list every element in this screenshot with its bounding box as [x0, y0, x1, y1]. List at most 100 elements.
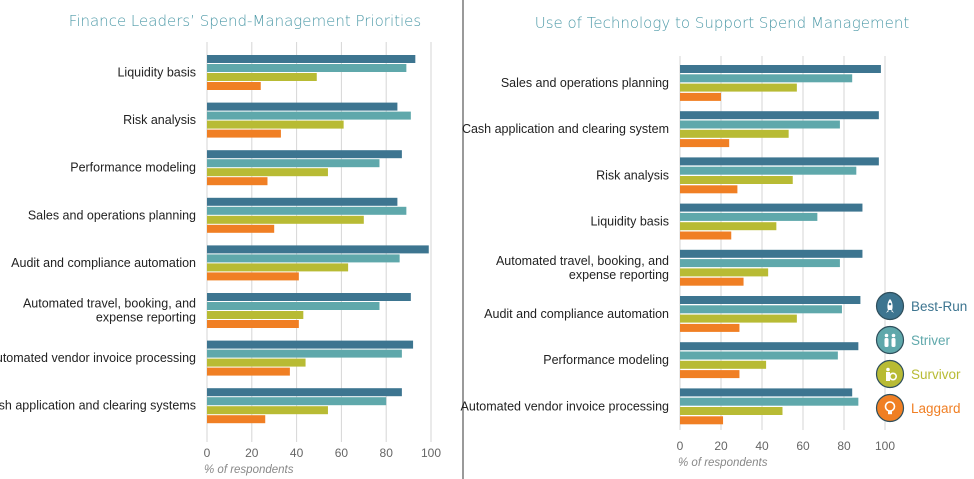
technology-category-label: Automated travel, booking, and expense re…	[496, 254, 669, 282]
priorities-bar-best-run-performance-modeling	[207, 150, 402, 159]
priorities-bar-laggard-automated-vendor-invoice-processing	[207, 367, 290, 376]
technology-chart: Use of Technology to Support Spend Manag…	[461, 14, 910, 469]
priorities-bar-survivor-automated-travel-booking-and-expense-reporting	[207, 311, 304, 319]
priorities-category-label: Performance modeling	[70, 161, 196, 175]
priorities-bar-laggard-risk-analysis	[207, 129, 281, 138]
technology-chart-title: Use of Technology to Support Spend Manag…	[535, 14, 910, 32]
technology-bar-laggard-audit-and-compliance-automation	[680, 323, 740, 332]
technology-bar-striver-automated-travel-booking-and-expense-reporting	[680, 259, 840, 268]
lightbulb-icon	[875, 393, 905, 423]
priorities-bar-best-run-automated-vendor-invoice-processing	[207, 340, 414, 349]
technology-category-label: Sales and operations planning	[501, 76, 669, 90]
priorities-tick-label: 80	[380, 446, 394, 460]
technology-bar-laggard-sales-and-operations-planning	[680, 92, 721, 101]
technology-bar-best-run-risk-analysis	[680, 157, 879, 166]
priorities-bar-striver-automated-vendor-invoice-processing	[207, 349, 402, 358]
priorities-tick-label: 20	[245, 446, 259, 460]
technology-bar-survivor-cash-application-and-clearing-system	[680, 129, 789, 138]
priorities-bar-survivor-sales-and-operations-planning	[207, 215, 364, 224]
technology-bar-survivor-risk-analysis	[680, 176, 793, 184]
technology-bar-striver-automated-vendor-invoice-processing	[680, 397, 859, 406]
rocket-icon	[875, 291, 905, 321]
technology-bar-survivor-sales-and-operations-planning	[680, 83, 797, 92]
technology-bar-striver-cash-application-and-clearing-system	[680, 120, 840, 129]
technology-bar-laggard-risk-analysis	[680, 185, 738, 194]
legend-label-survivor: Survivor	[911, 367, 961, 382]
priorities-bar-best-run-risk-analysis	[207, 102, 398, 111]
priorities-category-label: Automated travel, booking, and expense re…	[23, 297, 196, 325]
priorities-tick-label: 60	[335, 446, 349, 460]
technology-bar-striver-liquidity-basis	[680, 212, 818, 221]
priorities-bar-survivor-audit-and-compliance-automation	[207, 263, 349, 272]
priorities-category-label: Sales and operations planning	[28, 208, 196, 222]
technology-tick-label: 100	[875, 439, 895, 453]
technology-bar-striver-risk-analysis	[680, 166, 857, 175]
priorities-tick-label: 40	[290, 446, 304, 460]
technology-bar-laggard-cash-application-and-clearing-system	[680, 139, 730, 148]
priorities-bar-laggard-automated-travel-booking-and-expense-reporting	[207, 320, 299, 328]
technology-category-label: Liquidity basis	[590, 215, 669, 229]
technology-category-label: Risk analysis	[596, 168, 669, 182]
priorities-bar-striver-risk-analysis	[207, 111, 411, 120]
priorities-chart: Finance Leaders’ Spend-Management Priori…	[0, 12, 441, 476]
life-ring-icon	[875, 359, 905, 389]
priorities-bar-laggard-sales-and-operations-planning	[207, 224, 275, 233]
technology-bar-survivor-liquidity-basis	[680, 222, 777, 231]
technology-bar-striver-performance-modeling	[680, 351, 838, 360]
priorities-bar-survivor-performance-modeling	[207, 168, 328, 177]
technology-bar-best-run-automated-vendor-invoice-processing	[680, 388, 853, 397]
technology-bar-best-run-audit-and-compliance-automation	[680, 296, 861, 304]
priorities-category-label: Risk analysis	[123, 113, 196, 127]
technology-bar-best-run-performance-modeling	[680, 342, 859, 351]
technology-category-label: Cash application and clearing system	[462, 122, 669, 136]
technology-bar-survivor-automated-vendor-invoice-processing	[680, 407, 783, 415]
technology-bar-best-run-automated-travel-booking-and-expense-reporting	[680, 249, 863, 258]
legend-label-laggard: Laggard	[911, 401, 961, 416]
priorities-bar-striver-liquidity-basis	[207, 64, 407, 72]
technology-bar-survivor-performance-modeling	[680, 360, 767, 369]
priorities-x-axis-label: % of respondents	[204, 464, 294, 476]
technology-bar-survivor-audit-and-compliance-automation	[680, 314, 797, 323]
technology-tick-label: 60	[796, 439, 810, 453]
technology-bar-best-run-liquidity-basis	[680, 203, 863, 212]
technology-x-axis-label: % of respondents	[678, 457, 768, 469]
priorities-bar-striver-performance-modeling	[207, 159, 380, 168]
technology-tick-label: 40	[755, 439, 769, 453]
priorities-bar-laggard-performance-modeling	[207, 177, 268, 186]
priorities-bar-laggard-cash-application-and-clearing-systems	[207, 415, 266, 424]
priorities-bar-survivor-liquidity-basis	[207, 73, 317, 81]
technology-bar-laggard-automated-vendor-invoice-processing	[680, 416, 724, 425]
priorities-bar-striver-automated-travel-booking-and-expense-reporting	[207, 302, 380, 310]
people-icon	[875, 325, 905, 355]
priorities-bar-survivor-automated-vendor-invoice-processing	[207, 358, 306, 367]
priorities-bar-striver-audit-and-compliance-automation	[207, 254, 400, 263]
priorities-category-label: Liquidity basis	[117, 66, 196, 80]
technology-tick-label: 80	[837, 439, 851, 453]
technology-category-label: Automated vendor invoice processing	[461, 399, 670, 413]
priorities-bar-striver-cash-application-and-clearing-systems	[207, 397, 387, 406]
technology-category-label: Performance modeling	[543, 353, 669, 367]
priorities-bar-laggard-liquidity-basis	[207, 82, 261, 90]
priorities-chart-title: Finance Leaders’ Spend-Management Priori…	[69, 12, 421, 30]
priorities-tick-label: 100	[421, 446, 441, 460]
technology-bar-best-run-cash-application-and-clearing-system	[680, 111, 879, 120]
technology-tick-label: 0	[677, 439, 684, 453]
priorities-bar-best-run-audit-and-compliance-automation	[207, 245, 429, 254]
legend-label-striver: Striver	[911, 333, 951, 348]
priorities-category-label: Automated vendor invoice processing	[0, 351, 196, 365]
technology-bar-striver-audit-and-compliance-automation	[680, 305, 842, 314]
priorities-category-label: Cash application and clearing systems	[0, 399, 196, 413]
priorities-bar-best-run-cash-application-and-clearing-systems	[207, 388, 402, 397]
priorities-bar-survivor-cash-application-and-clearing-systems	[207, 406, 328, 415]
technology-bar-best-run-sales-and-operations-planning	[680, 65, 881, 73]
priorities-category-label: Audit and compliance automation	[11, 256, 196, 270]
technology-bar-laggard-liquidity-basis	[680, 231, 732, 240]
technology-category-label: Audit and compliance automation	[484, 307, 669, 321]
priorities-bar-laggard-audit-and-compliance-automation	[207, 272, 299, 281]
priorities-bar-best-run-sales-and-operations-planning	[207, 197, 398, 206]
legend-label-best-run: Best-Run	[911, 299, 967, 314]
priorities-bar-best-run-liquidity-basis	[207, 55, 416, 63]
priorities-bar-survivor-risk-analysis	[207, 120, 344, 129]
technology-bar-laggard-performance-modeling	[680, 370, 740, 379]
